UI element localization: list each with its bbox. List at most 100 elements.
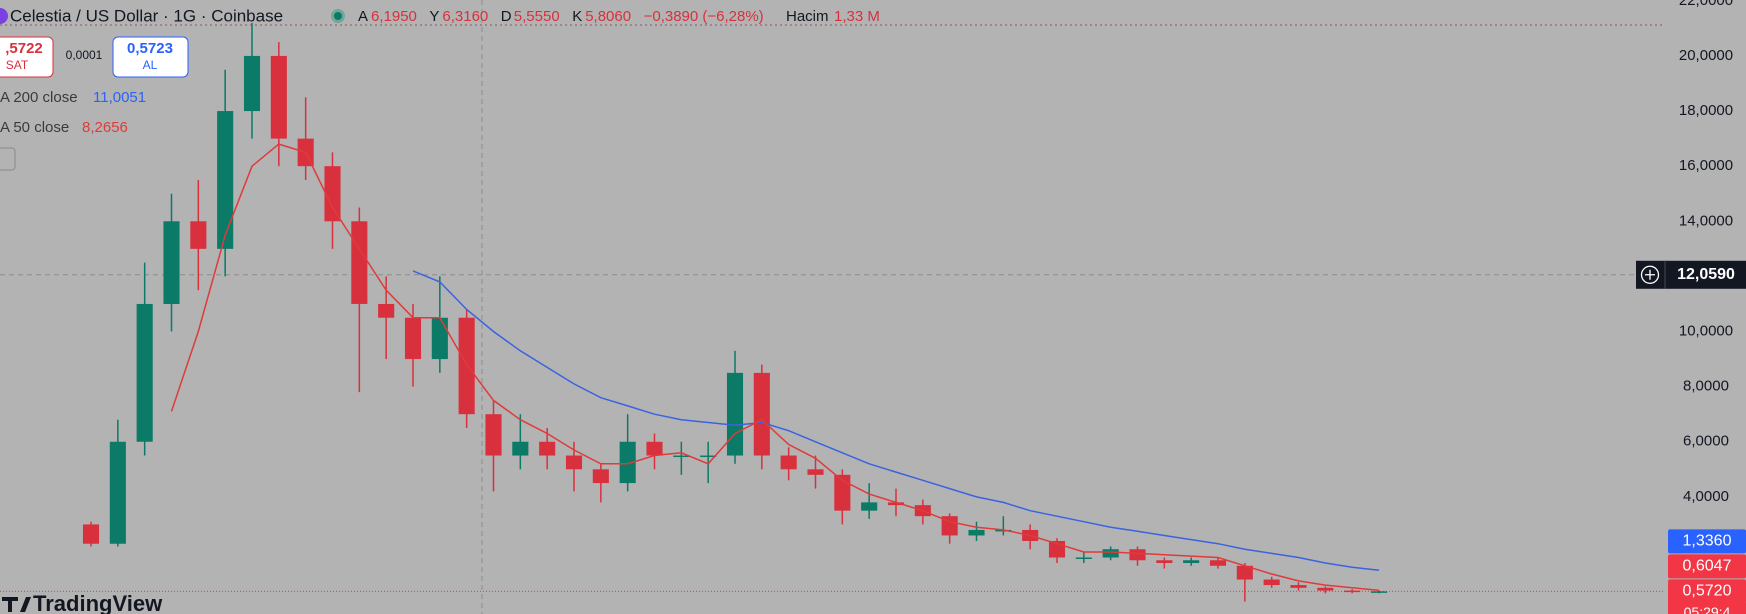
- candle-body: [673, 455, 690, 458]
- ohlc-key: D: [501, 8, 512, 25]
- candle-body: [1129, 549, 1146, 561]
- crosshair-plus-sign: [1645, 269, 1655, 280]
- spread: 0,0001: [66, 48, 103, 62]
- candle-body: [726, 372, 744, 456]
- ohlc-key: Y: [429, 8, 439, 25]
- y-tick-label: 20,0000: [1679, 47, 1733, 64]
- indicator-value: 8,2656: [82, 119, 128, 136]
- logo: [0, 8, 8, 24]
- candle-body: [968, 529, 985, 536]
- candle-body: [485, 414, 502, 456]
- change: −0,3890 (−6,28%): [644, 8, 764, 25]
- candle-body: [887, 502, 905, 506]
- candle-body: [351, 221, 368, 304]
- candle-body: [565, 455, 583, 470]
- candle-body: [1156, 560, 1173, 564]
- candle-body: [1236, 565, 1253, 580]
- moving-average: [170, 143, 1380, 592]
- candle-body: [753, 372, 770, 456]
- y-tick-label: 10,0000: [1679, 322, 1733, 339]
- candle-body: [1102, 549, 1119, 558]
- candle-body: [619, 441, 636, 484]
- brand-logo: [2, 597, 31, 612]
- candle-body: [592, 469, 609, 484]
- candle-body: [1290, 585, 1307, 588]
- y-tick-label: 8,0000: [1683, 378, 1729, 395]
- symbol: Celestia / US Dollar · 1G · Coinbase: [10, 6, 283, 25]
- candle-body: [190, 221, 207, 249]
- candle-body: [861, 502, 878, 511]
- candle-body: [163, 221, 180, 304]
- candle-body: [700, 455, 717, 458]
- buy-price: 0,5723: [127, 40, 173, 57]
- candle-body: [1209, 560, 1227, 566]
- candle-body: [834, 474, 851, 511]
- ohlc: A 6,1950 Y 6,3160 D 5,5550 K 5,8060 −0,3890 (−6,…: [358, 8, 880, 25]
- candle-body: [1344, 590, 1361, 593]
- status-dot: [334, 12, 342, 20]
- crosshair-label: 12,0590: [1677, 266, 1735, 283]
- candle-body: [539, 441, 556, 456]
- y-tick-label: 16,0000: [1679, 157, 1733, 174]
- candle-body: [1183, 560, 1200, 564]
- buy-button[interactable]: [112, 36, 189, 78]
- indicator-name: A 50 close: [0, 119, 69, 136]
- y-tick-label: 4,0000: [1683, 488, 1729, 505]
- candle-body: [324, 166, 341, 222]
- candle-body: [458, 317, 475, 415]
- candle-body: [1317, 587, 1334, 591]
- sell-price: ,5722: [5, 40, 43, 57]
- buy-label: AL: [143, 58, 158, 72]
- candle-body: [82, 524, 100, 544]
- price-badge: [1668, 529, 1746, 554]
- volume-key: Hacim: [786, 8, 829, 25]
- candle-body: [1263, 579, 1280, 586]
- candle-body: [512, 441, 529, 456]
- candle-body: [1075, 557, 1092, 560]
- candle-body: [270, 55, 287, 139]
- price-badge-label: 0,6047: [1683, 558, 1732, 575]
- price-badge: [1668, 554, 1746, 579]
- price-badge-label: 0,5720: [1683, 583, 1732, 600]
- crosshair-plus: [1640, 265, 1660, 284]
- candle-body: [136, 303, 153, 442]
- y-tick-label: 22,0000: [1679, 0, 1733, 9]
- countdown-badge: [1668, 602, 1746, 614]
- price-badge: [1668, 579, 1746, 604]
- ohlc-key: A: [358, 8, 368, 25]
- candle-body: [807, 469, 824, 475]
- y-tick-label: 6,0000: [1683, 433, 1729, 450]
- candle-body: [404, 317, 422, 360]
- ohlc-value: 5,8060: [585, 8, 631, 25]
- indicator-value: 11,0051: [93, 89, 146, 106]
- ohlc-value: 6,1950: [371, 8, 417, 25]
- volume: 1,33 M: [834, 8, 880, 25]
- y-tick-label: 18,0000: [1679, 102, 1733, 119]
- price-axis: 4,00006,00008,000010,000012,000014,00001…: [1636, 0, 1746, 614]
- candle-body: [941, 516, 958, 536]
- price-badge-label: 1,3360: [1683, 533, 1732, 550]
- ohlc-value: 5,5550: [514, 8, 560, 25]
- y-tick-label: 14,0000: [1679, 212, 1733, 229]
- candle-body: [243, 55, 261, 112]
- countdown: 05:29:4: [1684, 604, 1731, 614]
- ohlc-value: 6,3160: [442, 8, 488, 25]
- candle-body: [780, 455, 797, 470]
- plot: [0, 22, 1665, 602]
- collapse-button[interactable]: [0, 147, 16, 171]
- candle-body: [431, 317, 448, 360]
- candle-body: [1370, 591, 1388, 593]
- sell-label: SAT: [6, 58, 29, 72]
- candle-body: [217, 111, 234, 249]
- brand: TradingView: [33, 591, 163, 614]
- moving-average: [412, 270, 1380, 572]
- candle-body: [995, 529, 1012, 532]
- candle-body: [378, 303, 395, 318]
- ohlc-key: K: [572, 8, 582, 25]
- candle-body: [109, 441, 126, 544]
- candle-body: [646, 441, 663, 456]
- sell-button[interactable]: [0, 36, 54, 78]
- indicator-name: A 200 close: [0, 89, 78, 106]
